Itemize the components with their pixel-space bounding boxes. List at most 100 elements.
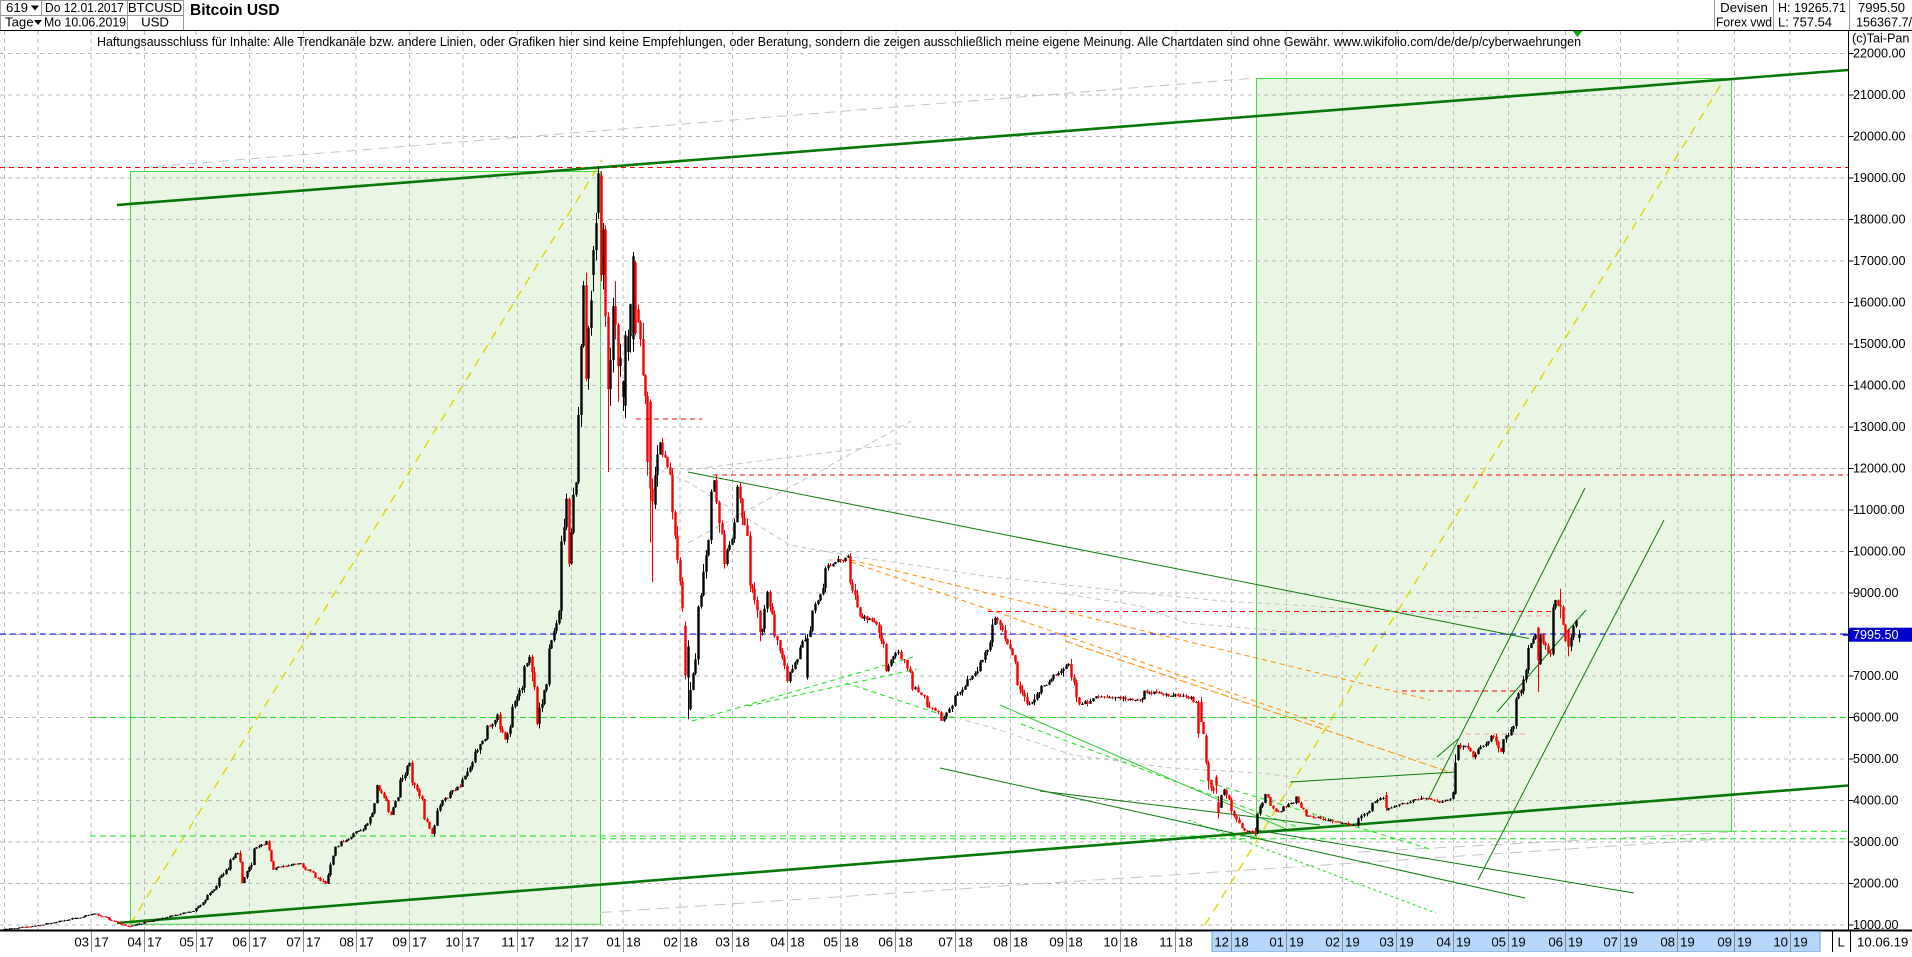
svg-text:17: 17: [199, 935, 214, 950]
svg-text:10000.00: 10000.00: [1853, 545, 1906, 559]
svg-text:17: 17: [252, 935, 267, 950]
svg-text:17: 17: [94, 935, 109, 950]
svg-text:7000.00: 7000.00: [1853, 669, 1899, 683]
svg-text:Mo 10.06.2019: Mo 10.06.2019: [44, 15, 126, 30]
svg-text:18: 18: [735, 935, 750, 950]
svg-text:(c)Tai-Pan: (c)Tai-Pan: [1852, 32, 1909, 46]
svg-text:18: 18: [1068, 935, 1083, 950]
svg-text:10.06.19: 10.06.19: [1857, 935, 1908, 950]
svg-text:10: 10: [445, 935, 460, 950]
svg-text:05: 05: [179, 935, 194, 950]
svg-text:5000.00: 5000.00: [1853, 752, 1899, 766]
svg-text:18: 18: [958, 935, 973, 950]
svg-text:Haftungsausschluss für Inhalte: Haftungsausschluss für Inhalte: Alle Tre…: [97, 34, 1581, 49]
svg-text:619: 619: [6, 0, 28, 15]
svg-text:21000.00: 21000.00: [1853, 88, 1906, 102]
svg-text:13000.00: 13000.00: [1853, 420, 1906, 434]
svg-text:18: 18: [1123, 935, 1138, 950]
svg-text:Do 12.01.2017: Do 12.01.2017: [45, 0, 124, 15]
svg-text:156367.7/: 156367.7/: [1856, 15, 1912, 30]
svg-text:06: 06: [232, 935, 247, 950]
svg-text:19: 19: [1680, 935, 1695, 950]
svg-text:18: 18: [1178, 935, 1193, 950]
svg-text:09: 09: [1717, 935, 1732, 950]
svg-text:11: 11: [1159, 935, 1173, 950]
svg-text:10: 10: [1103, 935, 1118, 950]
svg-text:04: 04: [770, 935, 785, 950]
svg-text:05: 05: [823, 935, 838, 950]
svg-text:18: 18: [790, 935, 805, 950]
svg-text:18: 18: [1013, 935, 1028, 950]
svg-text:08: 08: [1660, 935, 1675, 950]
svg-text:09: 09: [392, 935, 407, 950]
svg-text:17: 17: [359, 935, 374, 950]
svg-text:19: 19: [1737, 935, 1752, 950]
svg-text:L: 757.54: L: 757.54: [1778, 15, 1832, 30]
svg-text:18: 18: [844, 935, 859, 950]
svg-text:6000.00: 6000.00: [1853, 711, 1899, 725]
svg-text:17: 17: [465, 935, 480, 950]
svg-text:19: 19: [1568, 935, 1583, 950]
svg-text:06: 06: [878, 935, 893, 950]
svg-text:7995.50: 7995.50: [1858, 0, 1905, 15]
svg-text:18: 18: [626, 935, 641, 950]
svg-text:19: 19: [1793, 935, 1808, 950]
svg-text:03: 03: [1379, 935, 1394, 950]
svg-text:Devisen: Devisen: [1720, 0, 1768, 15]
svg-text:01: 01: [1269, 935, 1284, 950]
svg-text:08: 08: [339, 935, 354, 950]
svg-text:03: 03: [74, 935, 89, 950]
svg-text:17: 17: [520, 935, 535, 950]
svg-text:17: 17: [412, 935, 427, 950]
svg-text:02: 02: [663, 935, 678, 950]
svg-text:19: 19: [1399, 935, 1414, 950]
svg-text:19: 19: [1345, 935, 1360, 950]
svg-text:14000.00: 14000.00: [1853, 379, 1906, 393]
svg-text:09: 09: [1049, 935, 1064, 950]
svg-text:04: 04: [1436, 935, 1451, 950]
svg-text:18000.00: 18000.00: [1853, 213, 1906, 227]
svg-text:15000.00: 15000.00: [1853, 337, 1906, 351]
svg-text:USD: USD: [141, 15, 169, 30]
svg-text:BTCUSD: BTCUSD: [128, 0, 182, 15]
svg-text:12: 12: [1214, 935, 1229, 950]
svg-text:19: 19: [1456, 935, 1471, 950]
svg-text:17: 17: [574, 935, 589, 950]
svg-text:22000.00: 22000.00: [1853, 47, 1906, 61]
svg-text:12: 12: [554, 935, 569, 950]
svg-text:04: 04: [127, 935, 142, 950]
svg-text:9000.00: 9000.00: [1853, 586, 1899, 600]
svg-text:7995.50: 7995.50: [1853, 628, 1899, 642]
svg-text:Forex vwd: Forex vwd: [1716, 15, 1772, 30]
svg-text:4000.00: 4000.00: [1853, 794, 1899, 808]
svg-text:18: 18: [683, 935, 698, 950]
svg-text:16000.00: 16000.00: [1853, 296, 1906, 310]
svg-text:11000.00: 11000.00: [1853, 503, 1905, 517]
svg-text:05: 05: [1491, 935, 1506, 950]
svg-text:02: 02: [1325, 935, 1340, 950]
svg-text:L: L: [1838, 935, 1845, 950]
svg-text:Bitcoin USD: Bitcoin USD: [190, 2, 280, 19]
svg-text:3000.00: 3000.00: [1853, 835, 1899, 849]
svg-text:01: 01: [606, 935, 621, 950]
svg-text:12000.00: 12000.00: [1853, 462, 1906, 476]
svg-text:10: 10: [1773, 935, 1788, 950]
svg-text:18: 18: [1234, 935, 1249, 950]
svg-text:07: 07: [1603, 935, 1618, 950]
svg-text:1000.00: 1000.00: [1853, 918, 1899, 932]
svg-text:20000.00: 20000.00: [1853, 130, 1906, 144]
svg-text:18: 18: [898, 935, 913, 950]
svg-text:03: 03: [715, 935, 730, 950]
svg-text:11: 11: [501, 935, 515, 950]
svg-text:19: 19: [1289, 935, 1304, 950]
svg-text:19: 19: [1511, 935, 1526, 950]
svg-text:19: 19: [1623, 935, 1638, 950]
svg-text:17: 17: [147, 935, 162, 950]
svg-text:07: 07: [286, 935, 301, 950]
svg-text:2000.00: 2000.00: [1853, 877, 1899, 891]
svg-text:Tage: Tage: [5, 15, 34, 30]
svg-text:06: 06: [1548, 935, 1563, 950]
svg-text:17000.00: 17000.00: [1853, 254, 1906, 268]
svg-text:08: 08: [993, 935, 1008, 950]
svg-text:07: 07: [938, 935, 953, 950]
